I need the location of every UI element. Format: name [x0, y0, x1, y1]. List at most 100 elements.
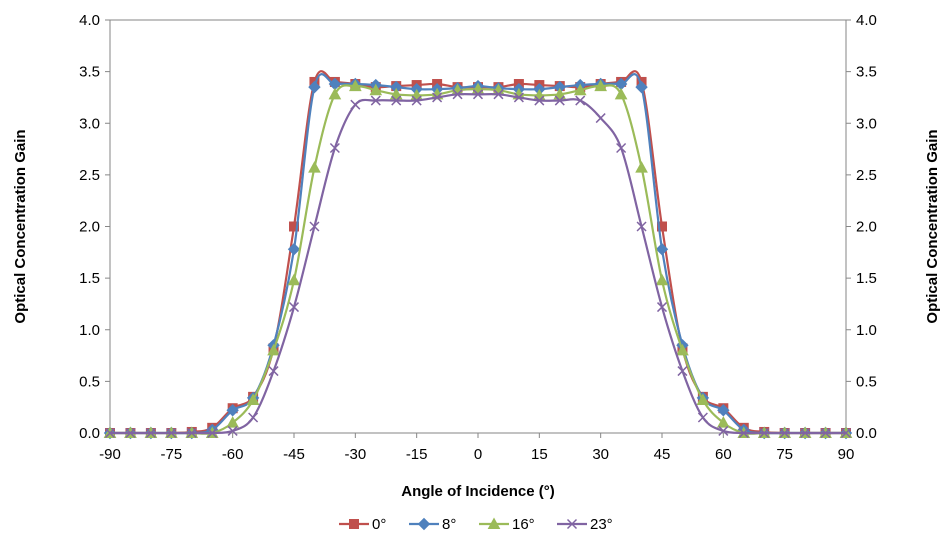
series-2-point: [348, 79, 362, 92]
series-3-point: [350, 99, 361, 110]
series-3-point: [452, 89, 463, 100]
y-tick-label-left: 4.0: [79, 12, 100, 29]
series-2-point: [328, 87, 342, 100]
series-1-point: [287, 243, 301, 256]
series-2: [103, 79, 853, 438]
y-tick-label-right: 3.0: [856, 115, 877, 132]
series-1-point: [308, 80, 321, 94]
series-3-point: [616, 142, 627, 154]
series-2-point: [676, 343, 689, 356]
x-tick-label: -45: [283, 446, 305, 463]
y-tick-label-left: 3.0: [79, 115, 100, 132]
legend-item-3: 23°: [557, 516, 613, 533]
series-2-point: [553, 87, 567, 100]
series-2-point: [635, 161, 648, 173]
y-tick-label-left: 2.5: [79, 167, 100, 184]
y-tick-label-right: 0.5: [856, 373, 877, 390]
y-tick-label-left: 0.0: [79, 425, 100, 442]
x-tick-label: 75: [776, 446, 793, 463]
series-3-point: [125, 427, 136, 439]
legend-item-2: 16°: [479, 516, 535, 533]
y-tick-label-right: 2.5: [856, 167, 877, 184]
series-1-point: [717, 404, 730, 417]
legend-item-1: 8°: [409, 516, 456, 533]
legend-marker: [349, 519, 359, 529]
series-3-point: [575, 95, 586, 106]
x-tick-label: -15: [406, 446, 428, 463]
series-2-point: [655, 273, 669, 286]
legend-item-0: 0°: [339, 516, 386, 533]
legend-marker: [417, 517, 431, 531]
series-2-point: [246, 393, 260, 405]
series-3-point: [513, 92, 524, 103]
series-2-point: [716, 416, 730, 428]
series-1-point: [635, 80, 648, 94]
y-tick-label-right: 2.0: [856, 219, 877, 236]
series-2-point: [369, 83, 383, 96]
series-3-point: [370, 95, 381, 106]
series-2-point: [226, 416, 240, 428]
y-tick-label-right: 1.0: [856, 322, 877, 339]
x-tick-label: 60: [715, 446, 732, 463]
series-3-point: [288, 302, 300, 313]
series-3-point: [779, 427, 790, 439]
series-3-point: [104, 427, 116, 439]
series-0-point: [657, 221, 667, 232]
series-3-point: [840, 427, 852, 439]
series-3-point: [391, 95, 402, 106]
series-2-point: [267, 343, 280, 356]
x-tick-label: 90: [838, 446, 855, 463]
x-tick-label: 30: [592, 446, 609, 463]
series-2-point: [614, 87, 628, 100]
series-3-point: [677, 366, 688, 377]
y-tick-label-left: 2.0: [79, 219, 100, 236]
series-0-point: [289, 221, 299, 232]
series-3-point: [656, 302, 668, 313]
y-tick-label-right: 0.0: [856, 425, 877, 442]
legend-label: 8°: [442, 516, 456, 533]
y-axis-title-left: Optical Concentration Gain: [12, 129, 29, 323]
x-tick-label: -60: [222, 446, 244, 463]
series-3-point: [268, 366, 279, 377]
y-tick-label-left: 1.0: [79, 322, 100, 339]
series-1-point: [226, 404, 239, 417]
series-3-point: [472, 89, 484, 100]
series-3-point: [820, 427, 831, 439]
series-3-point: [738, 427, 749, 439]
series-3-point: [411, 95, 422, 106]
tick-labels: -90 -75 -60 -45 -30 -15 0 15 30 45 60 75 900.0 0.00.5…: [79, 12, 877, 463]
x-axis-title: Angle of Incidence (°): [401, 483, 555, 500]
y-axis-title-right: Optical Concentration Gain: [924, 129, 941, 323]
y-tick-label-right: 1.5: [856, 270, 877, 287]
series-3-point: [432, 92, 443, 103]
series-2-point: [696, 393, 710, 405]
x-tick-label: 15: [531, 446, 548, 463]
y-tick-label-left: 0.5: [79, 373, 100, 390]
y-tick-label-left: 3.5: [79, 64, 100, 81]
series-2-point: [389, 87, 403, 100]
legend-marker: [487, 517, 501, 529]
series-2-point: [287, 273, 301, 286]
series-3-point: [554, 95, 565, 106]
series-3-point: [718, 425, 729, 436]
series-1-point: [655, 243, 669, 256]
legend: 0° 8° 16° 23°: [339, 516, 613, 533]
series-2-point: [594, 79, 608, 92]
series-3-point: [227, 425, 238, 436]
series-2-point: [573, 83, 587, 96]
series-layer: [103, 70, 853, 440]
y-tick-label-right: 4.0: [856, 12, 877, 29]
legend-label: 23°: [590, 516, 613, 533]
series-3-point: [697, 412, 708, 423]
y-tick-label-right: 3.5: [856, 64, 877, 81]
legend-label: 16°: [512, 516, 535, 533]
x-tick-label: 0: [474, 446, 482, 463]
series-3-point: [493, 89, 504, 100]
legend-marker: [566, 518, 578, 530]
series-3-point: [636, 221, 647, 232]
series-2-point: [308, 161, 321, 173]
series-3-point: [207, 427, 218, 439]
series-3-point: [595, 113, 606, 124]
series-3-point: [166, 427, 177, 439]
